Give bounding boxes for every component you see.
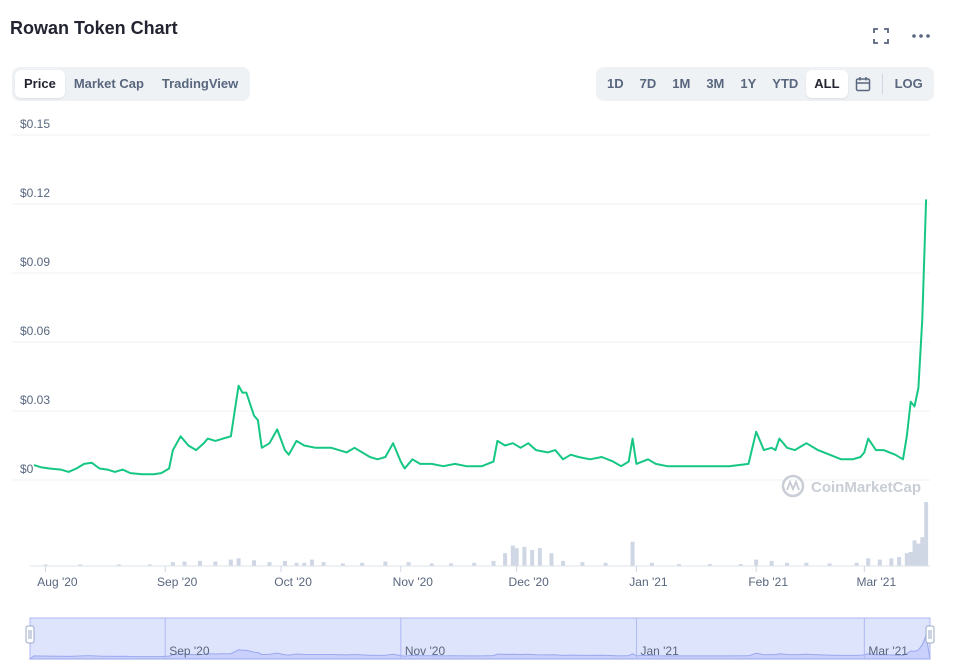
coinmarketcap-logo: [781, 474, 805, 498]
more-options-icon[interactable]: [909, 24, 933, 48]
range-1m-button[interactable]: 1M: [672, 76, 691, 91]
navigator-tick-label: Sep '20: [169, 644, 210, 658]
y-tick-label: $0.06: [20, 324, 50, 338]
y-tick-label: $0: [20, 462, 34, 476]
volume-bar: [116, 564, 121, 566]
time-range-selector: 1D 7D 1M 3M 1Y YTD ALL LOG: [596, 67, 934, 101]
volume-bar: [267, 562, 272, 566]
volume-bar: [603, 562, 608, 566]
volume-bar: [43, 564, 48, 566]
volume-bar: [630, 541, 635, 566]
navigator-tick-label: Jan '21: [640, 644, 679, 658]
volume-bar: [472, 562, 477, 566]
volume-bar: [676, 564, 681, 566]
x-tick-label: Dec '20: [509, 575, 550, 589]
volume-bar: [503, 553, 508, 566]
tab-tradingview[interactable]: TradingView: [161, 76, 239, 91]
volume-bar: [514, 548, 519, 566]
volume-bar: [340, 563, 345, 566]
volume-bar: [924, 502, 929, 566]
range-7d-button[interactable]: 7D: [639, 76, 657, 91]
volume-bar: [754, 559, 759, 566]
volume-bar: [147, 564, 152, 566]
volume-bar: [510, 545, 515, 566]
navigator-left-handle[interactable]: [25, 625, 35, 644]
volume-bar: [383, 561, 388, 566]
price-series-line[interactable]: [33, 199, 928, 476]
x-tick-label: Sep '20: [157, 575, 198, 589]
volume-bar: [522, 546, 527, 566]
volume-bar: [738, 564, 743, 566]
y-tick-label: $0.12: [20, 186, 50, 200]
fullscreen-icon[interactable]: [869, 24, 893, 48]
volume-bar: [537, 548, 542, 566]
x-tick-label: Nov '20: [393, 575, 434, 589]
volume-bar: [827, 563, 832, 566]
x-tick-label: Mar '21: [857, 575, 897, 589]
volume-bar: [649, 562, 654, 566]
chart-type-tabs: Price Market Cap TradingView: [12, 67, 251, 101]
navigator-tick-label: Mar '21: [868, 644, 908, 658]
volume-bar: [912, 540, 917, 566]
calendar-icon[interactable]: [848, 70, 878, 98]
y-tick-label: $0.03: [20, 393, 50, 407]
volume-bar: [78, 564, 83, 566]
volume-bar: [213, 561, 218, 566]
tab-market-cap[interactable]: Market Cap: [73, 76, 144, 91]
volume-bar: [282, 560, 287, 566]
volume-bar: [302, 562, 307, 566]
volume-bar: [449, 563, 454, 566]
volume-bar: [429, 563, 434, 566]
navigator-series: [28, 633, 931, 660]
volume-bar: [866, 558, 871, 566]
range-divider: [881, 74, 883, 94]
volume-bar: [769, 560, 774, 566]
range-3m-button[interactable]: 3M: [706, 76, 725, 91]
navigator-right-handle[interactable]: [925, 625, 935, 644]
volume-bar: [897, 557, 902, 566]
volume-bar: [707, 564, 712, 566]
volume-bar: [854, 562, 859, 566]
volume-bar: [877, 559, 882, 566]
chart-title: Rowan Token Chart: [10, 18, 178, 38]
volume-bar: [252, 560, 257, 566]
volume-bar: [530, 550, 535, 566]
volume-bar: [561, 560, 566, 566]
watermark-text: CoinMarketCap: [811, 479, 921, 496]
y-tick-label: $0.09: [20, 255, 50, 269]
volume-bar: [228, 559, 233, 566]
range-ytd-button[interactable]: YTD: [772, 76, 799, 91]
y-tick-label: $0.15: [20, 117, 50, 131]
range-all-button[interactable]: ALL: [806, 70, 848, 98]
volume-bar: [406, 562, 411, 566]
volume-bar: [309, 559, 314, 566]
volume-bar: [197, 560, 202, 566]
volume-bar: [170, 562, 175, 566]
volume-bar: [908, 551, 913, 566]
x-tick-label: Feb '21: [748, 575, 788, 589]
volume-bar: [321, 562, 326, 566]
x-tick-label: Jan '21: [629, 575, 668, 589]
range-1d-button[interactable]: 1D: [607, 76, 624, 91]
volume-bar: [182, 561, 187, 566]
volume-bar: [785, 562, 790, 566]
tab-price[interactable]: Price: [15, 70, 65, 98]
volume-bar: [916, 543, 921, 566]
volume-bar: [549, 553, 554, 566]
navigator-tick-label: Nov '20: [405, 644, 446, 658]
volume-bar: [236, 558, 241, 566]
volume-bar: [889, 558, 894, 566]
volume-bar: [920, 537, 925, 566]
volume-bar: [904, 553, 909, 566]
x-tick-label: Oct '20: [274, 575, 312, 589]
log-scale-button[interactable]: LOG: [894, 76, 923, 91]
volume-bar: [580, 562, 585, 566]
volume-bar: [360, 562, 365, 566]
range-1y-button[interactable]: 1Y: [740, 76, 757, 91]
volume-bar: [804, 562, 809, 566]
volume-bar: [491, 560, 496, 566]
volume-bar: [294, 562, 299, 566]
x-tick-label: Aug '20: [37, 575, 78, 589]
